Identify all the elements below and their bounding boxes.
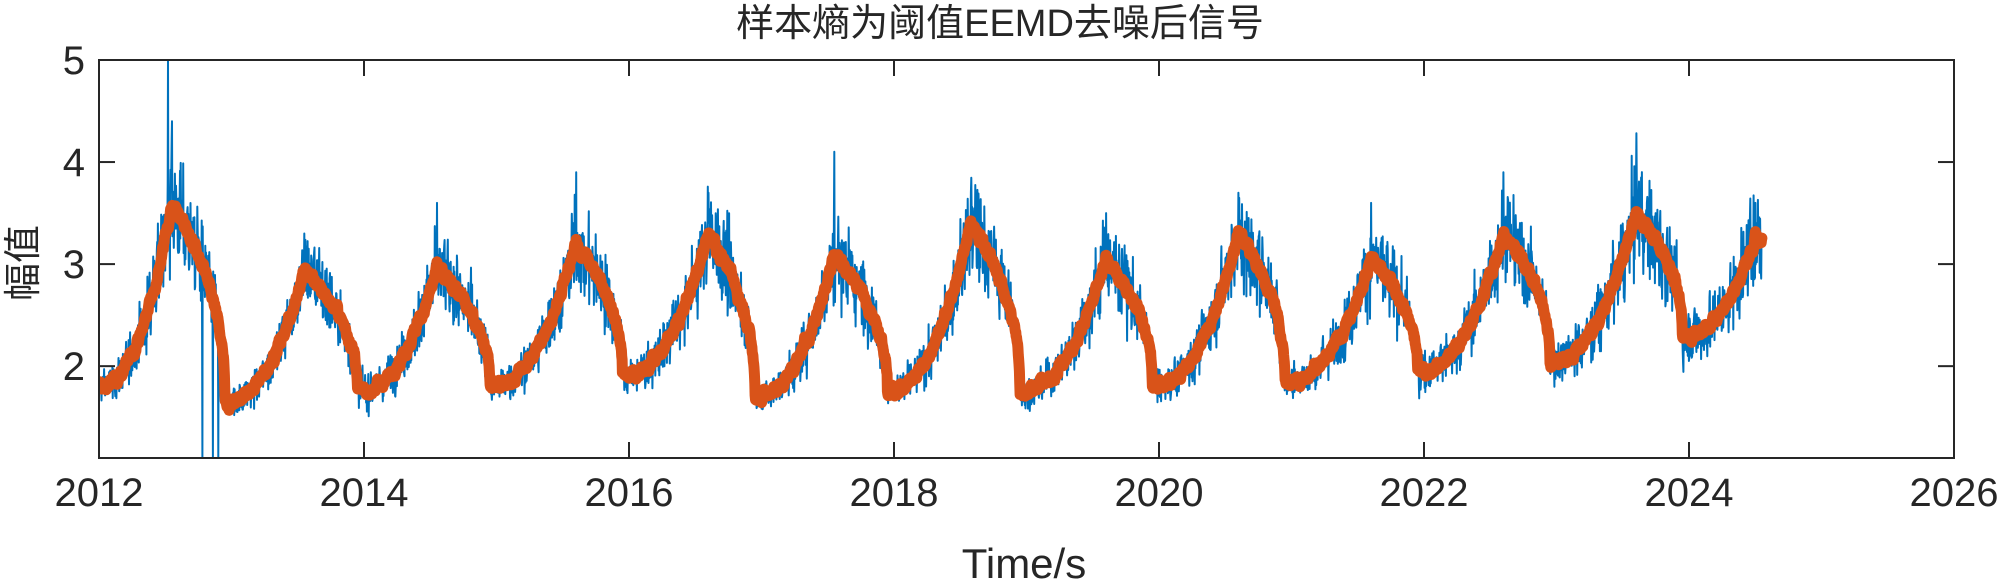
plot-frame <box>98 59 1955 459</box>
chart-title: 样本熵为阈值EEMD去噪后信号 <box>736 3 1264 45</box>
y-tick-label: 3 <box>63 243 85 287</box>
x-tick-label: 2018 <box>850 471 939 515</box>
y-axis-label: 幅值 <box>3 225 45 301</box>
y-tick-label: 2 <box>63 345 85 389</box>
x-tick-label: 2016 <box>585 471 674 515</box>
x-tick-label: 2012 <box>55 471 144 515</box>
denoised-signal-line <box>99 199 1768 416</box>
tick-group: 2012 2014 2016 2018 2020 2022 2024 2026 2 3 4 5 <box>55 39 1999 515</box>
x-tick-label: 2024 <box>1645 471 1734 515</box>
x-axis-label: Time/s <box>962 540 1086 585</box>
y-tick-label: 5 <box>63 39 85 83</box>
x-tick-label: 2014 <box>320 471 409 515</box>
y-tick-label: 4 <box>63 141 85 185</box>
x-tick-label: 2022 <box>1380 471 1469 515</box>
series-group <box>99 60 1768 458</box>
x-tick-label: 2026 <box>1910 471 1999 515</box>
x-tick-label: 2020 <box>1115 471 1204 515</box>
